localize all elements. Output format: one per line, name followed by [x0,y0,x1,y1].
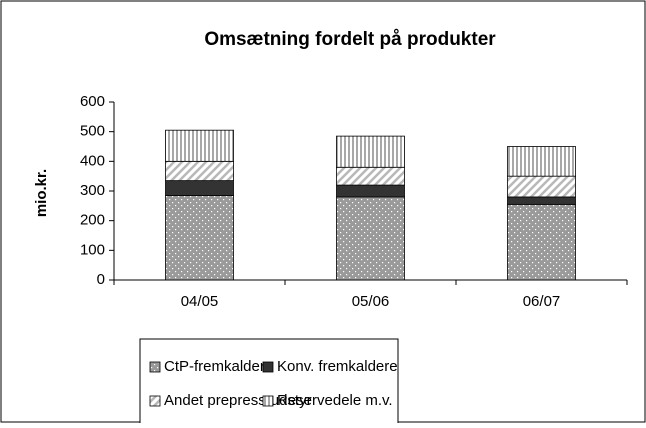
legend-box [139,338,399,428]
bar-segment [507,203,576,281]
y-tick-label: 300 [80,182,105,199]
bar-segment [507,146,576,177]
bar-segment [336,166,405,186]
bar-segment [336,184,405,198]
y-tick-label: 600 [80,93,105,110]
legend-swatch [262,361,274,373]
y-tick-label: 0 [97,271,105,288]
chart-title: Omsætning fordelt på produkter [204,29,496,50]
y-axis-label: mio.kr. [33,169,50,217]
bar-segment [165,129,234,162]
legend-label: Konv. fremkaldere [277,358,398,375]
x-tick-label: 06/07 [523,293,561,310]
bar-segment [336,196,405,281]
legend-swatch [149,395,161,407]
bar-segment [165,160,234,182]
bar-segment [165,195,234,281]
bar-segment [507,196,576,205]
bar-segment [507,175,576,198]
bar-segment [336,135,405,168]
legend-label: CtP-fremkaldere [164,358,273,375]
y-tick-label: 500 [80,123,105,140]
y-tick-label: 100 [80,241,105,258]
legend-swatch [262,395,274,407]
y-tick-label: 200 [80,212,105,229]
legend-swatch [149,361,161,373]
y-tick-label: 400 [80,152,105,169]
x-tick-label: 05/06 [352,293,390,310]
x-tick-label: 04/05 [181,293,219,310]
legend-label: Andet prepress-udstyr [164,392,312,409]
bar-segment [165,180,234,196]
legend-label: Reservedele m.v. [277,392,393,409]
